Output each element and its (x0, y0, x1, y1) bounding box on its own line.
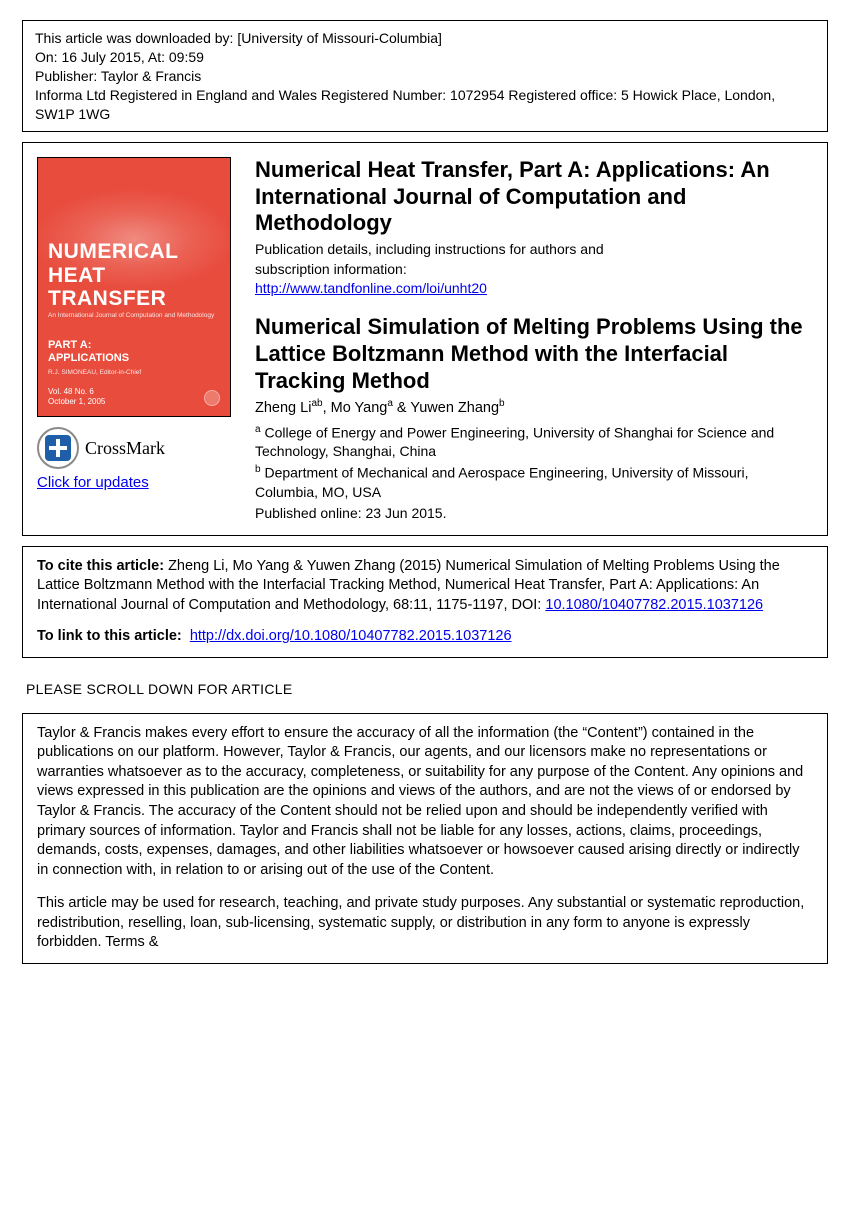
journal-title: Numerical Heat Transfer, Part A: Applica… (255, 157, 813, 236)
download-prefix: This article was downloaded by: (35, 30, 237, 46)
journal-cover[interactable]: NUMERICAL HEAT TRANSFER An International… (37, 157, 231, 417)
crossmark-label: CrossMark (85, 436, 165, 460)
crossmark-row[interactable]: CrossMark (37, 427, 237, 469)
crossmark-icon[interactable] (37, 427, 79, 469)
download-institution: [University of Missouri-Columbia] (237, 30, 442, 46)
cover-part: PART A:APPLICATIONS (48, 339, 220, 365)
publisher-logo-icon (204, 390, 220, 406)
article-link[interactable]: http://dx.doi.org/10.1080/10407782.2015.… (190, 628, 512, 644)
download-registered: Informa Ltd Registered in England and Wa… (35, 86, 815, 124)
article-authors: Zheng Liab, Mo Yanga & Yuwen Zhangb (255, 397, 813, 418)
disclaimer-p1: Taylor & Francis makes every effort to e… (37, 724, 813, 881)
link-label: To link to this article: (37, 628, 182, 644)
cite-text: To cite this article: Zheng Li, Mo Yang … (37, 557, 813, 616)
cover-subtitle: An International Journal of Computation … (48, 312, 220, 321)
cover-editor: R.J. SIMONEAU, Editor-in-Chief (48, 369, 220, 378)
disclaimer-p2: This article may be used for research, t… (37, 894, 813, 953)
right-column: Numerical Heat Transfer, Part A: Applica… (255, 157, 813, 524)
download-publisher: Publisher: Taylor & Francis (35, 67, 815, 86)
cite-label: To cite this article: (37, 558, 164, 574)
scroll-message: PLEASE SCROLL DOWN FOR ARTICLE (26, 680, 824, 699)
published-online: Published online: 23 Jun 2015. (255, 504, 813, 523)
download-by: This article was downloaded by: [Univers… (35, 29, 815, 48)
download-on: On: 16 July 2015, At: 09:59 (35, 48, 815, 67)
journal-url-link[interactable]: http://www.tandfonline.com/loi/unht20 (255, 280, 487, 296)
left-column: NUMERICAL HEAT TRANSFER An International… (37, 157, 237, 524)
download-on-date: 16 July 2015, At: 09:59 (61, 49, 203, 65)
journal-article-box: NUMERICAL HEAT TRANSFER An International… (22, 142, 828, 535)
link-row: To link to this article: http://dx.doi.o… (37, 627, 813, 647)
citation-box: To cite this article: Zheng Li, Mo Yang … (22, 546, 828, 658)
publisher-prefix: Publisher: (35, 68, 101, 84)
click-for-updates-link[interactable]: Click for updates (37, 473, 237, 493)
publication-details-1: Publication details, including instructi… (255, 240, 813, 259)
disclaimer-box: Taylor & Francis makes every effort to e… (22, 713, 828, 964)
doi-link[interactable]: 10.1080/10407782.2015.1037126 (545, 597, 763, 613)
cover-title: NUMERICAL HEAT TRANSFER (48, 240, 220, 309)
download-info-box: This article was downloaded by: [Univers… (22, 20, 828, 132)
publisher-name: Taylor & Francis (101, 68, 201, 84)
affiliation-a: a College of Energy and Power Engineerin… (255, 423, 813, 461)
download-on-prefix: On: (35, 49, 61, 65)
publication-details-2: subscription information: (255, 260, 813, 279)
affiliation-b: b Department of Mechanical and Aerospace… (255, 463, 813, 501)
cover-volume: Vol. 48 No. 6October 1, 2005 (48, 387, 105, 406)
article-title: Numerical Simulation of Melting Problems… (255, 314, 813, 394)
